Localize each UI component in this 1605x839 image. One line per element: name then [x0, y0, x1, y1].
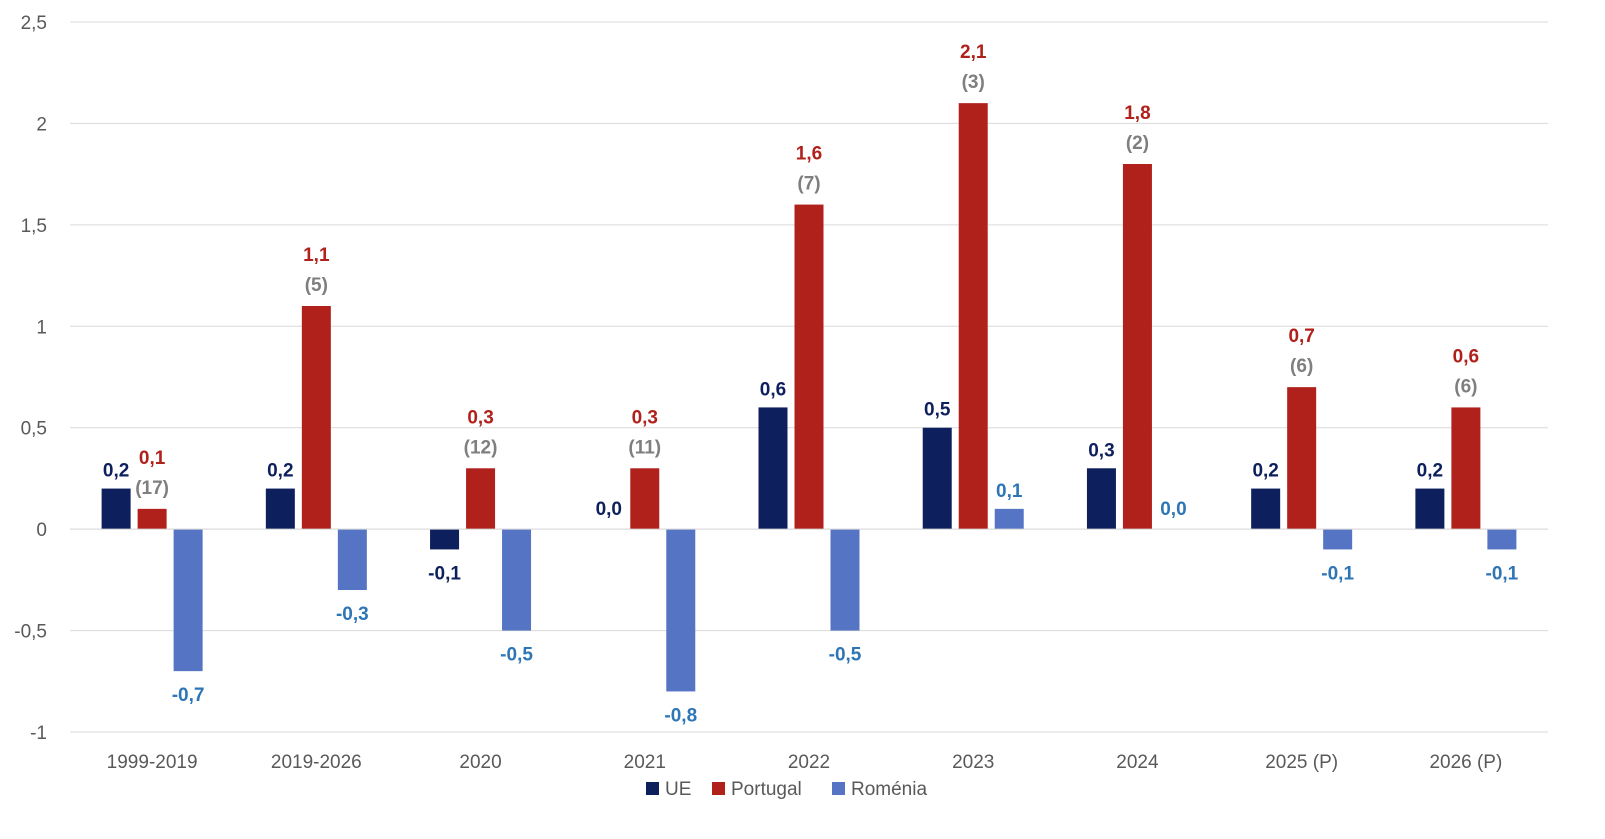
rank-label: (6): [1290, 356, 1313, 377]
data-label-ue: 0,0: [596, 499, 622, 520]
x-tick-label: 2022: [788, 752, 830, 773]
rank-label: (2): [1126, 133, 1149, 154]
bar-roménia: [502, 529, 532, 631]
y-tick-label: 1: [36, 317, 47, 338]
bar-portugal: [137, 508, 167, 530]
data-label-portugal: 1,6: [796, 144, 822, 165]
data-label-roménia: -0,1: [1486, 563, 1519, 584]
x-axis-ticks: 1999-2019 2019-2026 2020 2021 2022 2023 2024 20…: [107, 752, 1503, 773]
data-labels: 0,2 (17) 0,1 -0,7 0,2 (5) 1,1 -0,3 -0,1 (12) 0,3 -0…: [103, 42, 1519, 726]
data-label-roménia: 0,1: [996, 481, 1023, 502]
data-label-ue: 0,3: [1088, 440, 1114, 461]
data-label-ue: 0,6: [760, 379, 786, 400]
y-tick-label: -1: [30, 723, 47, 744]
data-label-roménia: -0,7: [172, 685, 205, 706]
x-tick-label: 2019-2026: [271, 752, 362, 773]
rank-label: (11): [628, 437, 661, 458]
bar-portugal: [1287, 387, 1317, 530]
data-label-roménia: -0,8: [664, 705, 697, 726]
data-label-ue: -0,1: [428, 563, 461, 584]
bar-portugal: [1122, 164, 1152, 530]
bar-roménia: [1323, 529, 1353, 550]
data-label-portugal: 0,3: [467, 407, 493, 428]
data-label-roménia: 0,0: [1160, 499, 1186, 520]
legend-swatch: [646, 782, 659, 795]
bar-portugal: [630, 468, 660, 530]
bar-ue: [101, 488, 131, 530]
bar-roménia: [1487, 529, 1517, 550]
data-label-ue: 0,2: [267, 461, 293, 482]
bar-ue: [1251, 488, 1281, 530]
data-label-ue: 0,2: [103, 461, 129, 482]
rank-label: (5): [305, 275, 328, 296]
bar-portugal: [1451, 407, 1481, 530]
bar-ue: [1415, 488, 1445, 530]
data-label-ue: 0,2: [1417, 461, 1443, 482]
data-label-roménia: -0,3: [336, 604, 369, 625]
bar-portugal: [301, 306, 331, 530]
rank-label: (6): [1454, 376, 1477, 397]
y-tick-label: 0: [36, 520, 47, 541]
bar-portugal: [958, 103, 988, 530]
data-label-roménia: -0,5: [829, 645, 862, 666]
x-tick-label: 2024: [1116, 752, 1159, 773]
data-label-portugal: 1,1: [303, 245, 330, 266]
data-label-roménia: -0,1: [1321, 563, 1354, 584]
data-label-portugal: 1,8: [1124, 103, 1150, 124]
bar-roménia: [337, 529, 367, 590]
bar-ue: [265, 488, 295, 530]
data-label-ue: 0,2: [1252, 461, 1278, 482]
legend: UE Portugal Roménia: [646, 779, 927, 800]
bar-roménia: [173, 529, 203, 672]
y-tick-label: 2,5: [21, 13, 47, 34]
y-tick-label: -0,5: [14, 622, 47, 643]
data-label-roménia: -0,5: [500, 645, 533, 666]
x-tick-label: 2023: [952, 752, 994, 773]
rank-label: (17): [135, 478, 169, 499]
bar-ue: [922, 427, 952, 530]
bars: [70, 103, 1548, 692]
y-tick-label: 2: [36, 114, 47, 135]
data-label-portugal: 0,3: [632, 407, 658, 428]
bar-portugal: [794, 204, 824, 530]
legend-swatch: [832, 782, 845, 795]
x-tick-label: 2025 (P): [1265, 752, 1338, 773]
x-tick-label: 2026 (P): [1429, 752, 1502, 773]
rank-label: (12): [464, 437, 498, 458]
y-tick-label: 0,5: [21, 419, 47, 440]
data-label-portugal: 0,1: [139, 448, 166, 469]
y-axis-ticks: -1 -0,5 0 0,5 1 1,5 2 2,5: [14, 13, 47, 744]
bar-portugal: [466, 468, 496, 530]
data-label-ue: 0,5: [924, 400, 951, 421]
y-tick-label: 1,5: [21, 216, 47, 237]
legend-label: UE: [665, 779, 691, 800]
bar-roménia: [830, 529, 860, 631]
data-label-portugal: 2,1: [960, 42, 987, 63]
x-tick-label: 2021: [624, 752, 666, 773]
legend-label: Portugal: [731, 779, 802, 800]
x-tick-label: 2020: [459, 752, 501, 773]
data-label-portugal: 0,7: [1288, 326, 1314, 347]
bar-ue: [1086, 468, 1116, 530]
bar-ue: [758, 407, 788, 530]
x-tick-label: 1999-2019: [107, 752, 198, 773]
legend-swatch: [712, 782, 725, 795]
bar-roménia: [994, 508, 1024, 530]
data-label-portugal: 0,6: [1453, 346, 1479, 367]
rank-label: (3): [962, 72, 985, 93]
legend-label: Roménia: [851, 779, 927, 800]
bar-ue: [430, 529, 460, 550]
rank-label: (7): [797, 174, 820, 195]
bar-roménia: [666, 529, 696, 692]
